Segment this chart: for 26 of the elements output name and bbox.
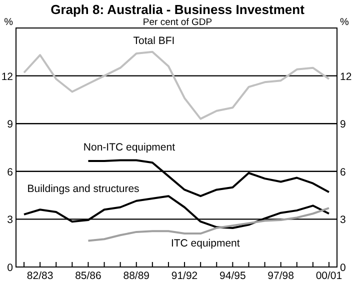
series-label: Total BFI [133,34,175,47]
y2-tick-label: 0 [340,262,346,274]
y-tick-label: 3 [7,214,14,226]
y2-tick-label: 3 [340,214,346,226]
x-tick-label: 00/01 [316,270,342,282]
y-axis-title: % [4,17,14,28]
y2-tick-label: 6 [340,166,346,178]
y-tick-label: 9 [7,118,14,131]
y-tick-label: 12 [1,70,14,83]
y-tick-label: 6 [7,166,14,178]
chart-subtitle: Per cent of GDP [142,17,212,28]
y-tick-label: 0 [7,262,14,274]
series-label: Non-ITC equipment [83,142,176,154]
y2-tick-label: 12 [340,70,352,83]
chart-title: Graph 8: Australia - Business Investment [50,2,306,17]
x-tick-label: 94/95 [220,270,246,282]
x-tick-label: 91/92 [171,270,198,282]
y2-axis-title: % [340,17,349,28]
y2-tick-label: 9 [340,118,346,131]
x-tick-label: 85/86 [75,270,102,282]
x-tick-label: 82/83 [26,270,54,282]
line-series [23,50,330,120]
x-tick-label: 97/98 [268,270,294,282]
series-label: Buildings and structures [27,183,140,196]
x-tick-label: 88/89 [123,270,150,282]
series-label: ITC equipment [170,237,240,250]
